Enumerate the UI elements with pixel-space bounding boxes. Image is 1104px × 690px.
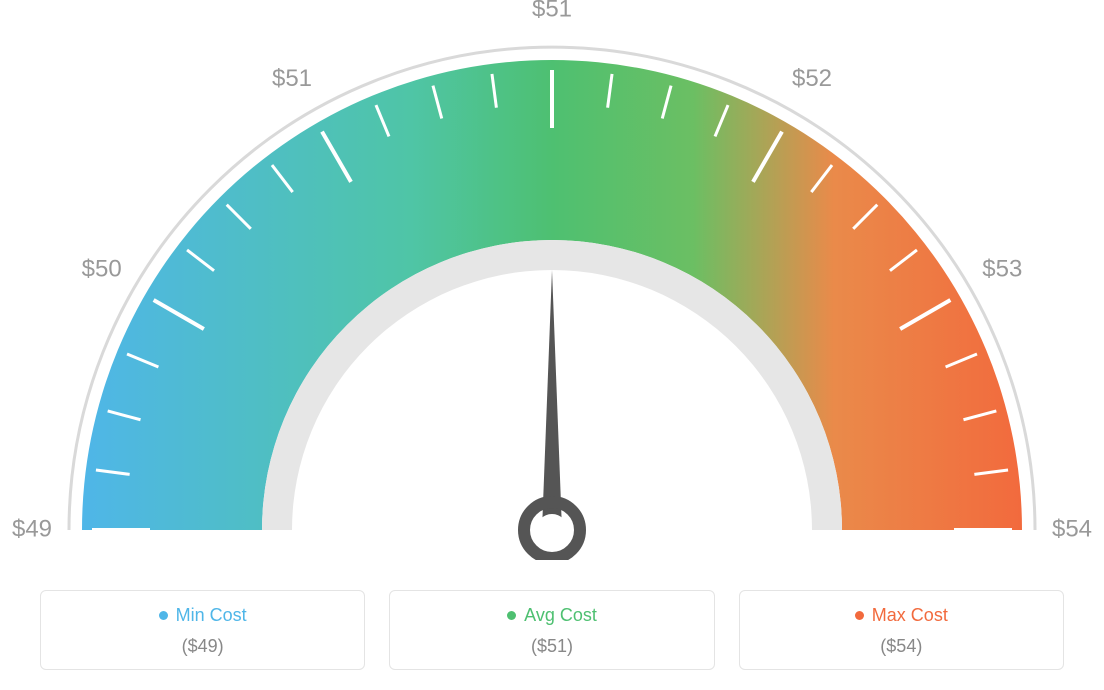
legend-title-min: Min Cost [159, 605, 247, 626]
gauge-svg: $49 $50 $51 $51 $52 $53 $54 [0, 0, 1104, 560]
svg-text:$54: $54 [1052, 515, 1092, 542]
cost-gauge: $49 $50 $51 $51 $52 $53 $54 [0, 0, 1104, 560]
legend-card-min: Min Cost ($49) [40, 590, 365, 670]
legend-dot-avg [507, 611, 516, 620]
legend-value-avg: ($51) [400, 636, 703, 657]
svg-text:$51: $51 [272, 65, 312, 92]
legend-label-min: Min Cost [176, 605, 247, 626]
legend-title-max: Max Cost [855, 605, 948, 626]
legend-row: Min Cost ($49) Avg Cost ($51) Max Cost (… [40, 590, 1064, 670]
legend-value-max: ($54) [750, 636, 1053, 657]
legend-card-avg: Avg Cost ($51) [389, 590, 714, 670]
svg-text:$49: $49 [12, 515, 52, 542]
svg-text:$52: $52 [792, 65, 832, 92]
svg-text:$50: $50 [82, 255, 122, 282]
legend-title-avg: Avg Cost [507, 605, 597, 626]
svg-text:$51: $51 [532, 0, 572, 22]
legend-label-max: Max Cost [872, 605, 948, 626]
svg-text:$53: $53 [982, 255, 1022, 282]
legend-value-min: ($49) [51, 636, 354, 657]
legend-label-avg: Avg Cost [524, 605, 597, 626]
legend-card-max: Max Cost ($54) [739, 590, 1064, 670]
legend-dot-min [159, 611, 168, 620]
legend-dot-max [855, 611, 864, 620]
